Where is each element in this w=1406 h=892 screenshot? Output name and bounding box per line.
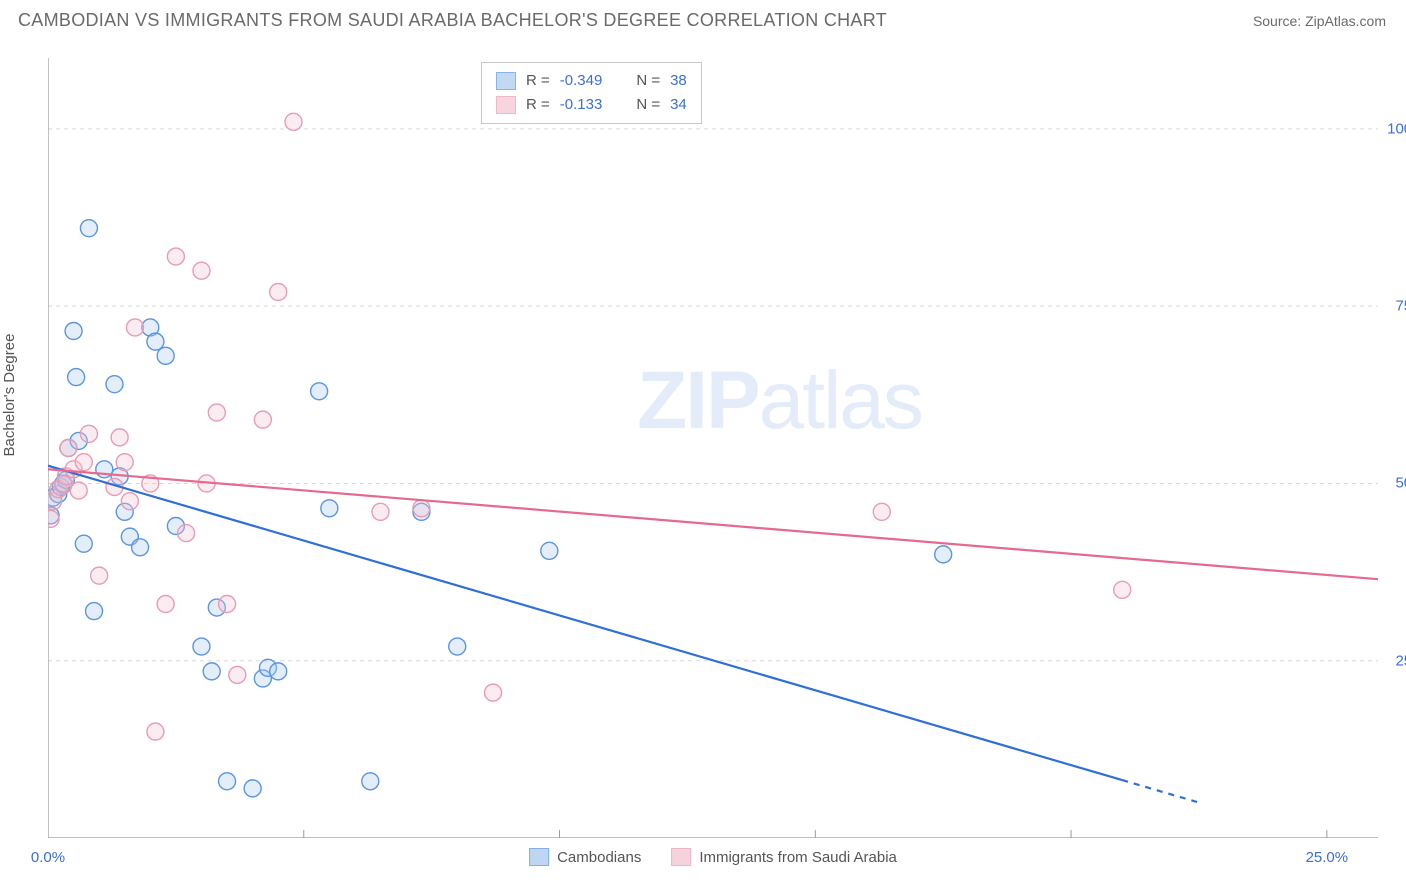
x-tick-label: 0.0% (31, 849, 65, 866)
stats-legend-row: R = -0.133 N = 34 (496, 93, 687, 117)
r-value: -0.349 (560, 69, 603, 93)
legend-swatch (496, 96, 516, 114)
y-axis-label: Bachelor's Degree (1, 334, 18, 457)
chart-title: CAMBODIAN VS IMMIGRANTS FROM SAUDI ARABI… (18, 10, 887, 31)
n-value: 38 (670, 69, 687, 93)
stats-legend-row: R = -0.349 N = 38 (496, 69, 687, 93)
y-tick-label: 100.0% (1387, 120, 1406, 137)
y-tick-label: 75.0% (1395, 298, 1406, 315)
r-label: R = (526, 69, 550, 93)
n-label: N = (636, 93, 660, 117)
legend-item: Cambodians (529, 848, 641, 866)
header: CAMBODIAN VS IMMIGRANTS FROM SAUDI ARABI… (0, 0, 1406, 41)
r-label: R = (526, 93, 550, 117)
scatter-plot (48, 58, 1378, 838)
stats-legend: R = -0.349 N = 38 R = -0.133 N = 34 (481, 62, 702, 124)
legend-swatch (496, 72, 516, 90)
series-legend: Cambodians Immigrants from Saudi Arabia (529, 848, 897, 866)
source-label: Source: ZipAtlas.com (1253, 13, 1386, 29)
chart-area: ZIPatlas Bachelor's Degree R =-0.349N =3… (48, 58, 1378, 838)
legend-item: Immigrants from Saudi Arabia (671, 848, 897, 866)
y-tick-label: 25.0% (1395, 652, 1406, 669)
legend-label: Cambodians (557, 849, 641, 866)
r-value: -0.133 (560, 93, 603, 117)
y-tick-label: 50.0% (1395, 475, 1406, 492)
n-label: N = (636, 69, 660, 93)
legend-label: Immigrants from Saudi Arabia (699, 849, 897, 866)
legend-swatch (671, 848, 691, 866)
legend-swatch (529, 848, 549, 866)
n-value: 34 (670, 93, 687, 117)
x-tick-label: 25.0% (1306, 849, 1349, 866)
